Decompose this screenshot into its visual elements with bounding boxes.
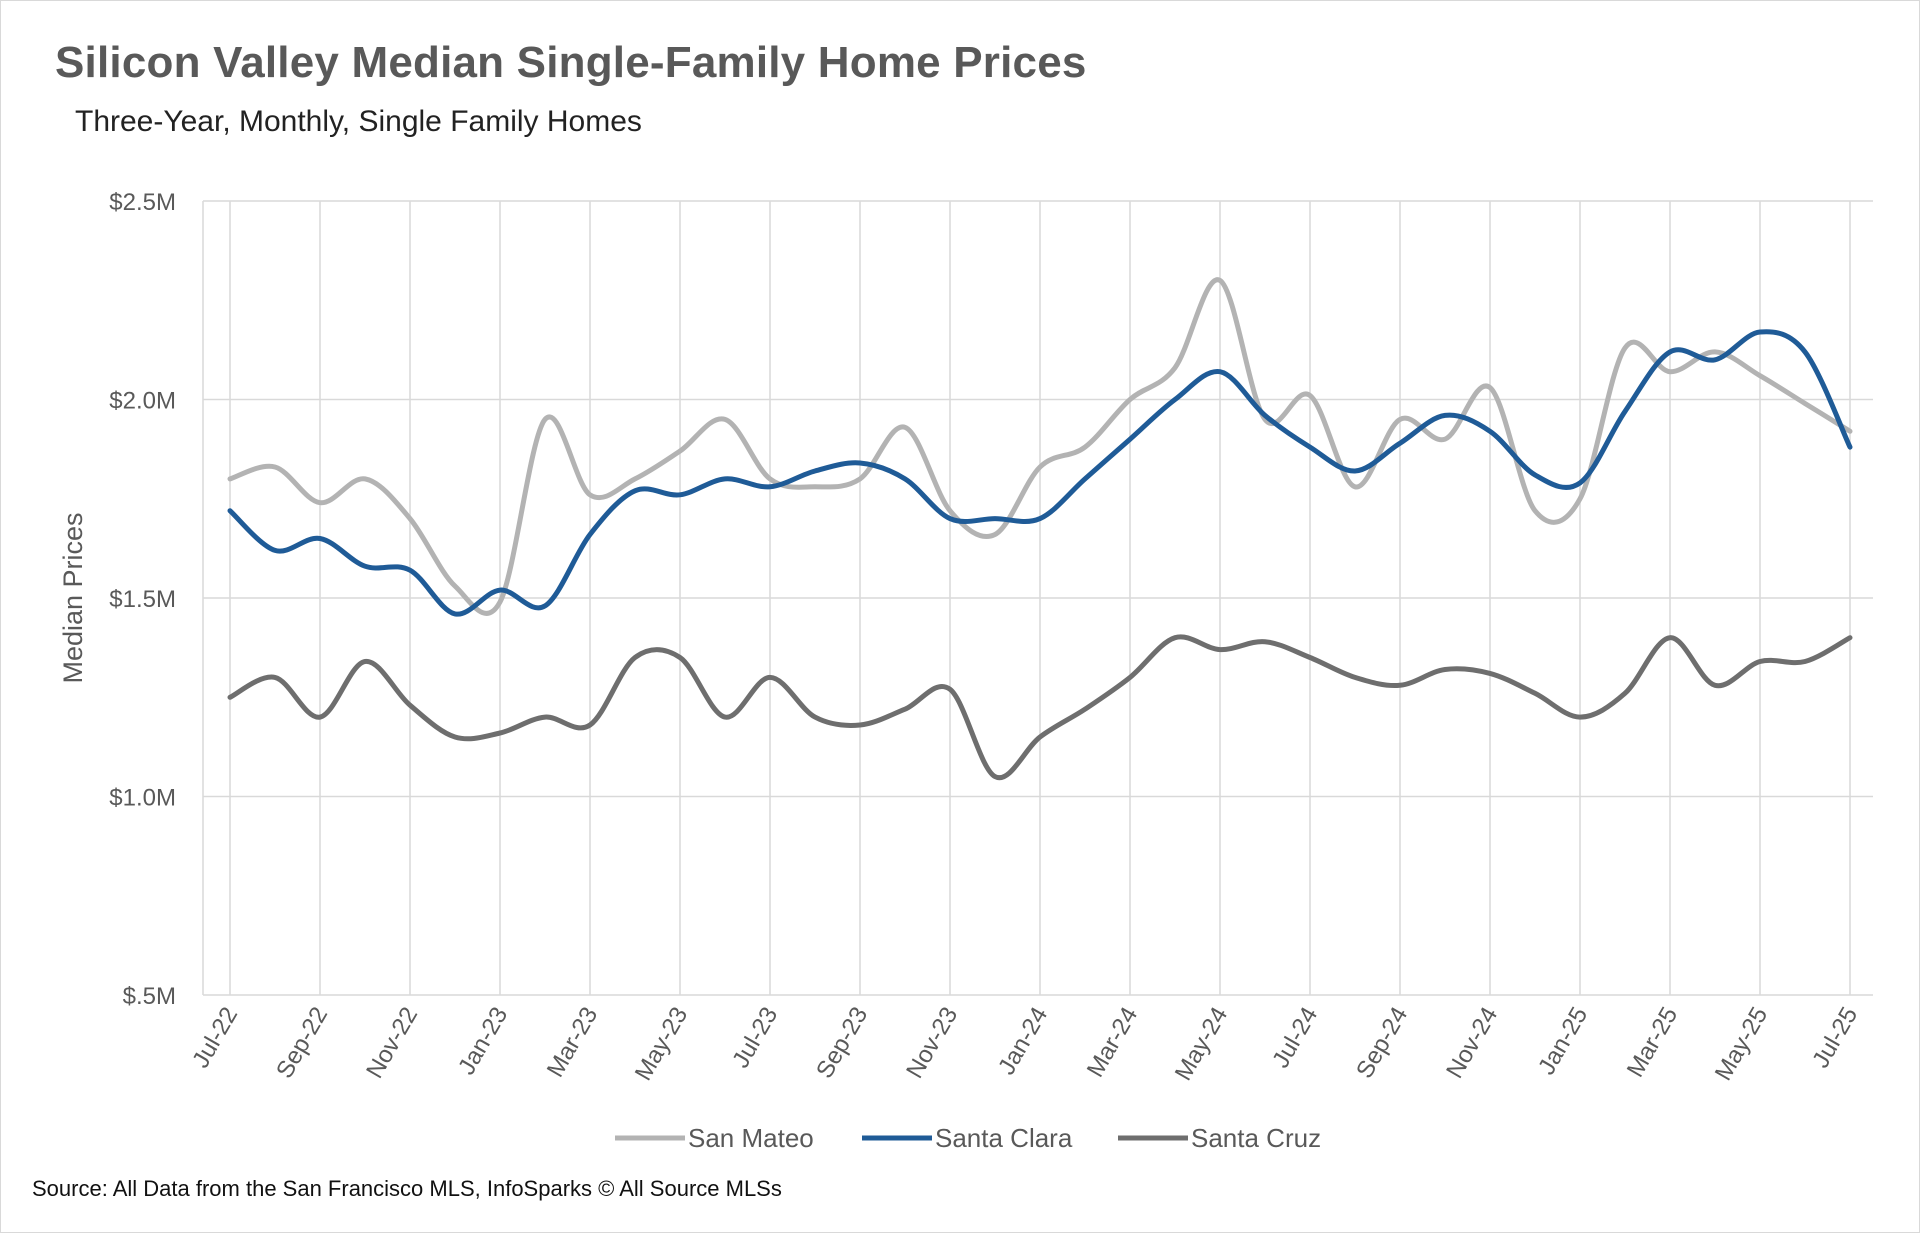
chart-title: Silicon Valley Median Single-Family Home…	[55, 38, 1087, 87]
y-tick-label: $1.5M	[109, 586, 176, 613]
x-tick-label: Mar-24	[1082, 1003, 1143, 1082]
legend-label: Santa Clara	[935, 1123, 1073, 1153]
x-tick-label: Jul-23	[727, 1003, 783, 1073]
x-tick-label: Sep-22	[271, 1003, 333, 1084]
x-tick-label: May-25	[1710, 1003, 1773, 1086]
x-tick-label: Jan-25	[1533, 1003, 1593, 1080]
x-tick-label: Nov-24	[1441, 1003, 1503, 1084]
x-tick-label: Jul-24	[1267, 1003, 1323, 1073]
x-tick-label: Jul-22	[187, 1003, 243, 1073]
x-tick-label: May-23	[630, 1003, 693, 1086]
legend-label: San Mateo	[688, 1123, 814, 1153]
x-tick-label: Jan-23	[453, 1003, 513, 1080]
y-tick-label: $2.0M	[109, 388, 176, 415]
x-tick-label: Mar-23	[542, 1003, 603, 1082]
x-tick-label: Jul-25	[1807, 1003, 1863, 1073]
legend-item-santa-clara: Santa Clara	[862, 1123, 1073, 1153]
x-tick-label: Mar-25	[1622, 1003, 1683, 1082]
chart-subtitle: Three-Year, Monthly, Single Family Homes	[75, 105, 642, 138]
x-tick-label: May-24	[1170, 1003, 1233, 1086]
legend: San Mateo Santa Clara Santa Cruz	[615, 1123, 1321, 1153]
series-line-santa-clara	[227, 329, 1853, 617]
source-note: Source: All Data from the San Francisco …	[32, 1176, 782, 1201]
y-tick-label: $2.5M	[109, 189, 176, 216]
y-axis-ticks: $.5M $1.0M $1.5M $2.0M $2.5M	[109, 189, 176, 1010]
x-axis-ticks: Jul-22 Sep-22 Nov-22 Jan-23 Mar-23 May-23 Jul-…	[187, 1003, 1863, 1086]
series-line-san-mateo	[227, 277, 1853, 616]
legend-item-san-mateo: San Mateo	[615, 1123, 814, 1153]
legend-label: Santa Cruz	[1191, 1123, 1321, 1153]
x-tick-label: Nov-22	[361, 1003, 423, 1084]
y-tick-label: $.5M	[123, 983, 176, 1010]
x-tick-label: Sep-24	[1351, 1003, 1413, 1084]
x-tick-label: Jan-24	[993, 1003, 1053, 1080]
y-tick-label: $1.0M	[109, 785, 176, 812]
x-tick-label: Nov-23	[901, 1003, 963, 1084]
series-line-santa-cruz	[227, 634, 1853, 781]
x-tick-label: Sep-23	[811, 1003, 873, 1084]
legend-item-santa-cruz: Santa Cruz	[1118, 1123, 1321, 1153]
series-lines	[227, 277, 1853, 781]
gridlines	[202, 200, 1873, 996]
y-axis-label: Median Prices	[58, 512, 88, 683]
